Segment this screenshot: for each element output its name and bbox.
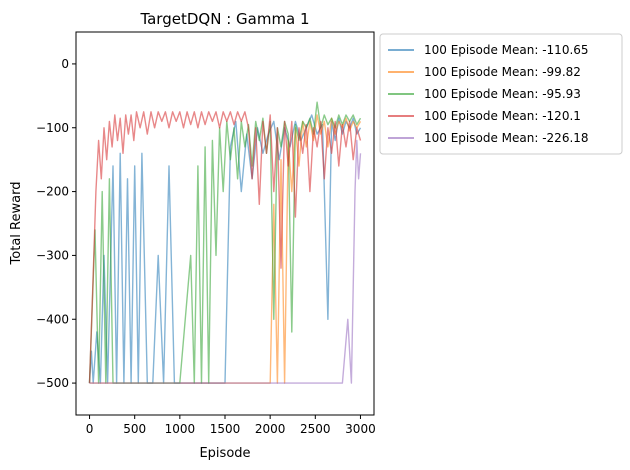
series-line-1	[88, 114, 362, 384]
axis-ticks: 0 500 1000 1500 2000 2500 3000 0 −100 −200 −300 −40…	[36, 57, 376, 436]
legend-label: 100 Episode Mean: -99.82	[424, 65, 581, 79]
legend-label: 100 Episode Mean: -120.1	[424, 109, 581, 123]
y-tick-label: −300	[36, 248, 69, 262]
y-tick-label: −400	[36, 312, 69, 326]
x-tick-label: 1500	[210, 422, 241, 436]
legend: 100 Episode Mean: -110.65 100 Episode Mea…	[379, 33, 623, 155]
legend-label: 100 Episode Mean: -110.65	[424, 43, 589, 57]
legend-label: 100 Episode Mean: -226.18	[424, 131, 589, 145]
x-tick-label: 2500	[300, 422, 331, 436]
x-tick-label: 1000	[165, 422, 196, 436]
plot-area	[88, 101, 362, 384]
x-tick-label: 0	[86, 422, 94, 436]
series-line-5	[89, 139, 362, 384]
y-tick-label: −200	[36, 185, 69, 199]
y-tick-label: −500	[36, 376, 69, 390]
x-tick-label: 500	[123, 422, 146, 436]
y-axis-label: Total Reward	[9, 182, 24, 266]
series-line-4	[88, 111, 362, 384]
legend-label: 100 Episode Mean: -95.93	[424, 87, 581, 101]
y-tick-label: 0	[61, 57, 69, 71]
x-tick-label: 3000	[345, 422, 376, 436]
y-tick-label: −100	[36, 121, 69, 135]
x-tick-label: 2000	[255, 422, 286, 436]
legend-box	[379, 33, 623, 155]
x-axis-label: Episode	[199, 446, 250, 461]
chart-title: TargetDQN : Gamma 1	[139, 10, 309, 28]
